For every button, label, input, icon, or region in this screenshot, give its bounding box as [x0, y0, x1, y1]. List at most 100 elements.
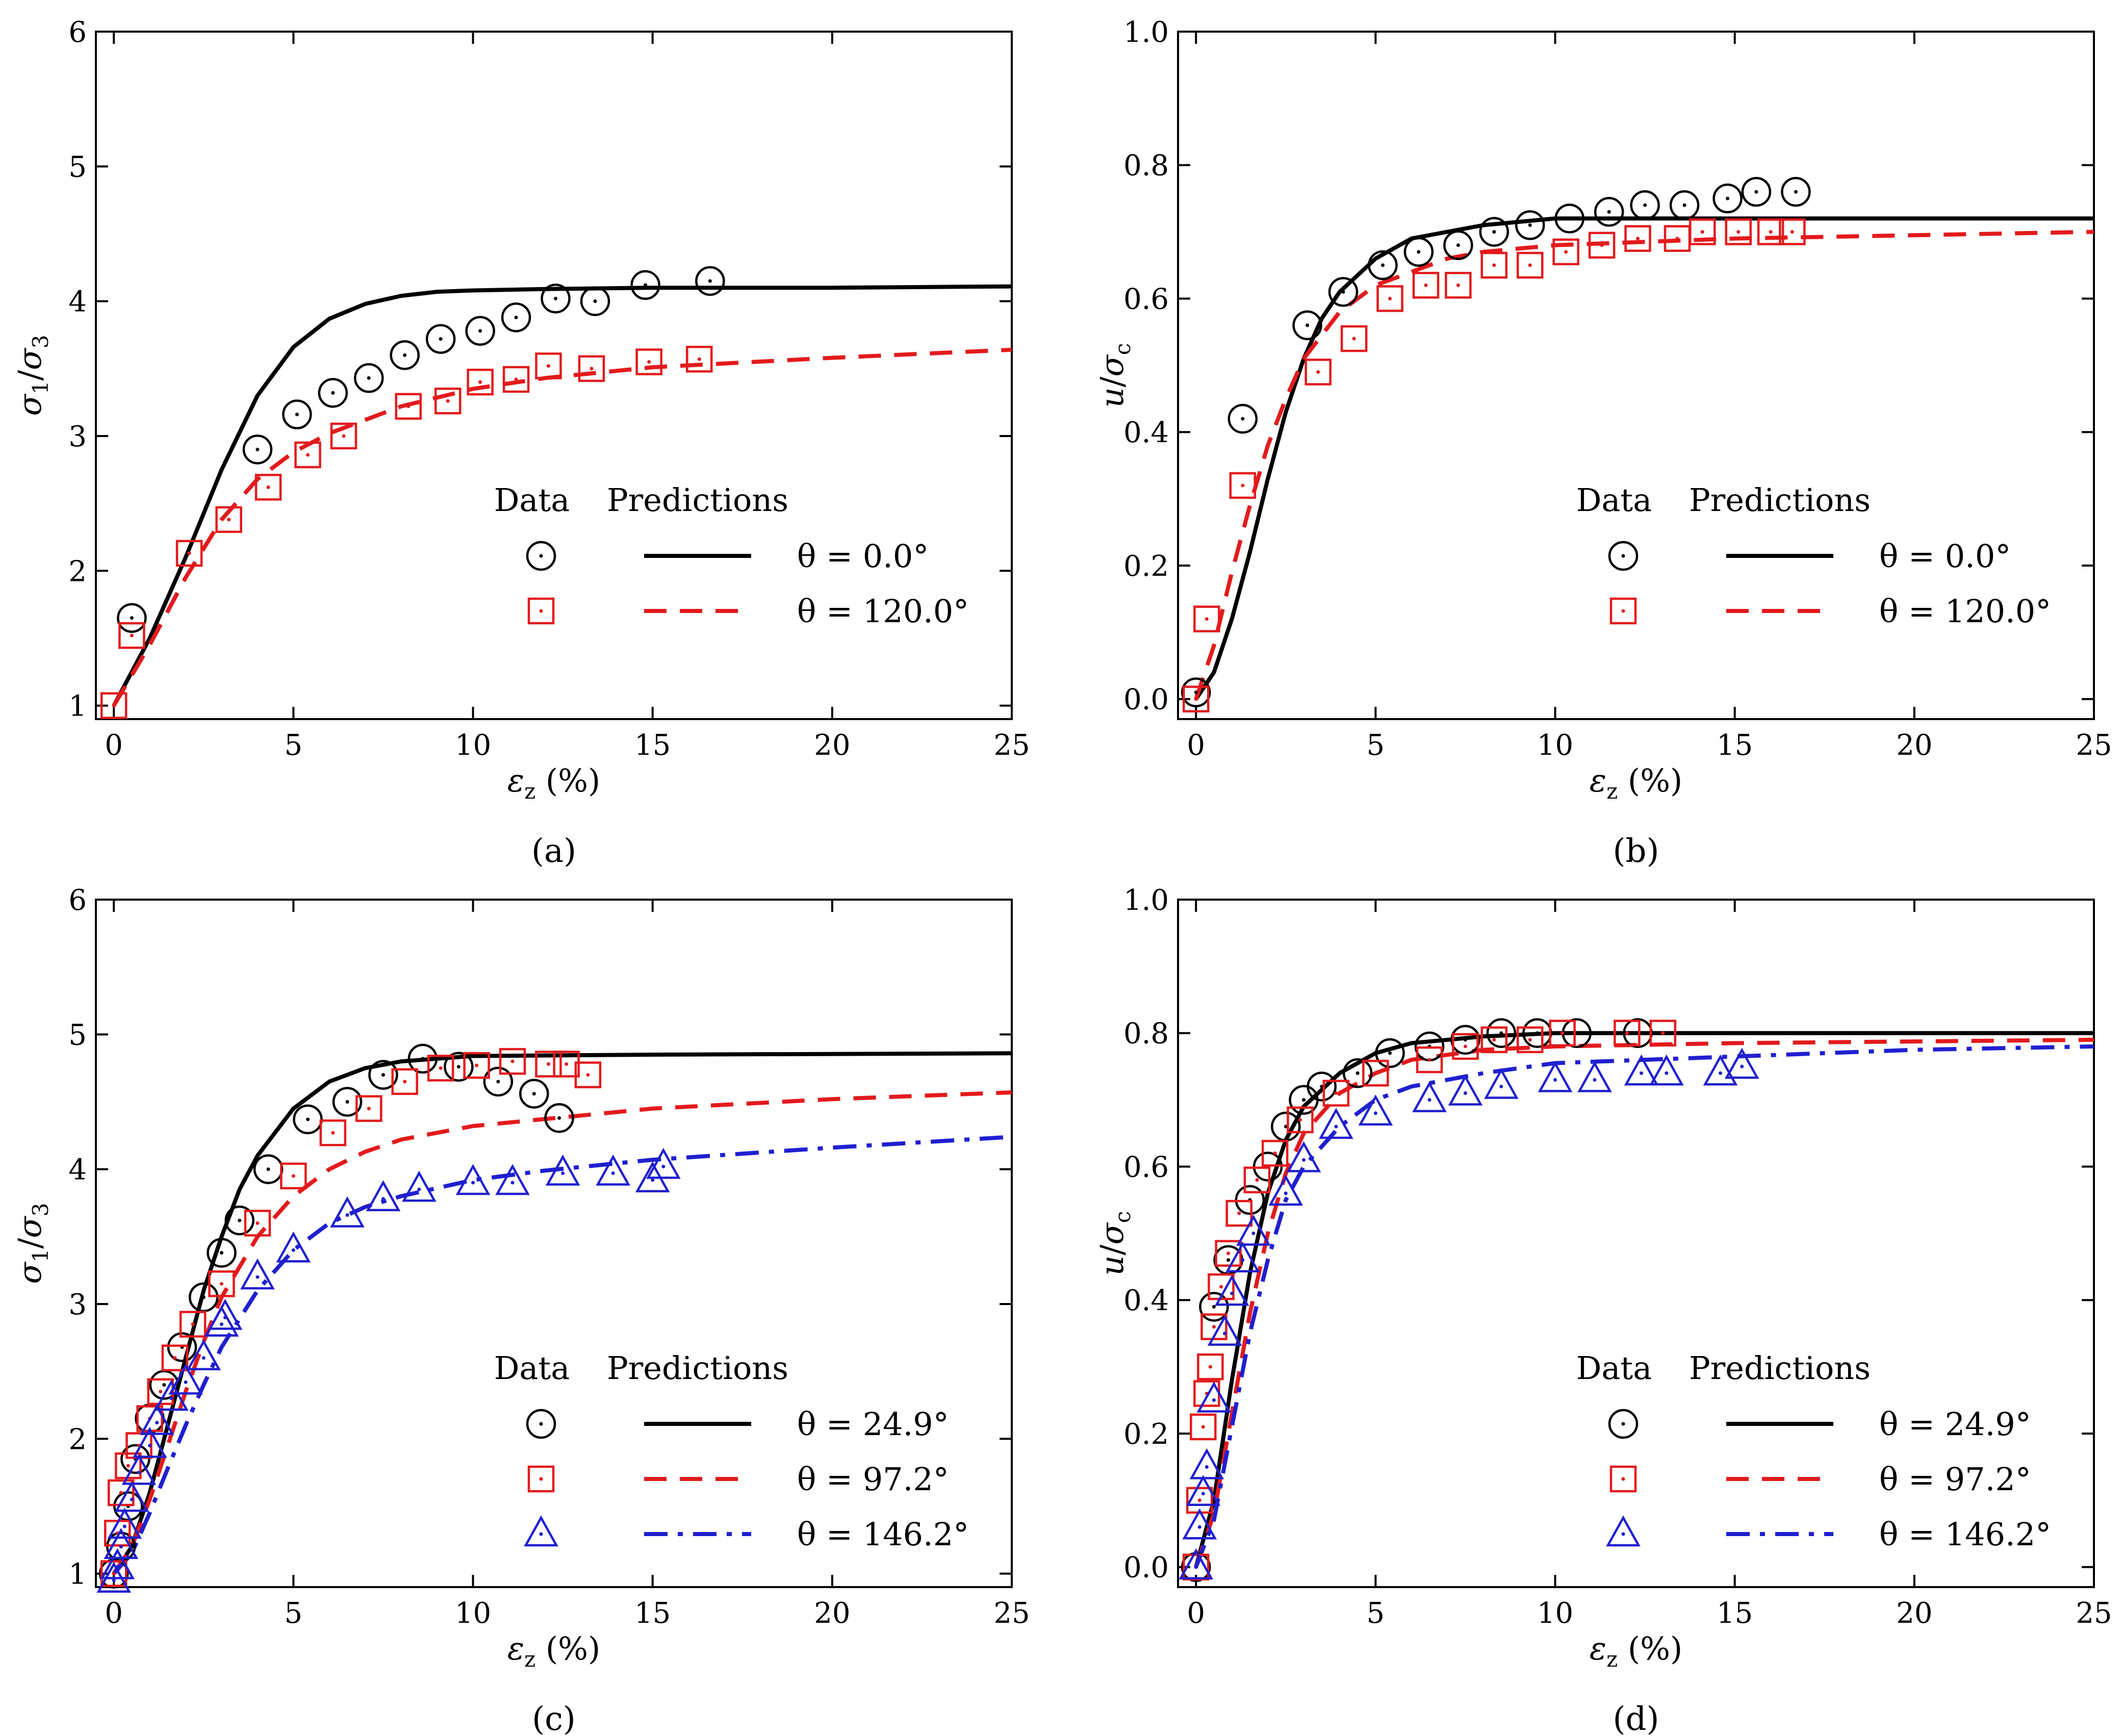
prediction-line-2 [1194, 229, 2094, 700]
data-point [434, 387, 462, 415]
x-tick-label: 25 [2076, 729, 2112, 762]
y-axis-label: u/σc [1093, 343, 1135, 408]
y-tick-label: 1.0 [1123, 884, 1169, 917]
data-point [1480, 1026, 1508, 1054]
data-series-1 [98, 1043, 574, 1589]
x-tick-label: 20 [1896, 729, 1932, 762]
data-point [294, 441, 321, 469]
data-point [115, 1452, 142, 1479]
data-point [1268, 1175, 1303, 1206]
y-tick-label: 2 [68, 555, 87, 588]
legend-header-predictions: Predictions [607, 1349, 788, 1387]
data-point [1286, 1141, 1321, 1172]
data-point [1236, 1214, 1271, 1246]
prediction-line-2 [112, 1090, 1012, 1575]
data-point [580, 286, 610, 316]
data-point [1416, 1046, 1443, 1074]
plot-frame [1177, 31, 2095, 720]
data-point [553, 1051, 580, 1078]
prediction-line-3 [112, 1135, 1012, 1575]
data-point [1412, 1081, 1447, 1112]
y-tick-label: 1 [68, 1558, 87, 1591]
y-axis-label: σ1/σ3 [11, 335, 53, 416]
data-point [630, 270, 660, 300]
panel-caption: (c) [532, 1700, 576, 1736]
data-point [224, 1205, 254, 1236]
y-tick-label: 3 [68, 1288, 87, 1321]
data-point [293, 1104, 323, 1135]
data-point [1552, 238, 1579, 266]
data-point [282, 399, 312, 429]
panel-caption: (a) [531, 832, 576, 870]
data-point [114, 1480, 149, 1512]
data-point [465, 316, 495, 346]
data-point [499, 1048, 526, 1075]
legend-label: θ = 120.0° [1879, 593, 2051, 630]
legend-header-data: Data [1576, 481, 1652, 519]
data-series-2 [100, 346, 713, 719]
data-point [544, 1103, 574, 1133]
legend-header-predictions: Predictions [1689, 481, 1871, 519]
data-point [1630, 190, 1660, 220]
data-point [1515, 210, 1545, 240]
data-point [117, 603, 147, 633]
legend-label: θ = 146.2° [797, 1516, 969, 1553]
legend-header-predictions: Predictions [607, 481, 788, 519]
data-point [332, 1087, 363, 1117]
data-series-1 [117, 266, 725, 633]
data-point [541, 284, 571, 314]
data-point [1181, 677, 1211, 707]
data-point [1342, 1058, 1373, 1088]
plot-frame [1177, 899, 2095, 1588]
panel-caption: (b) [1613, 832, 1659, 870]
data-point [407, 1043, 438, 1074]
data-point [280, 1162, 307, 1190]
data-point [154, 1380, 189, 1411]
data-point [1305, 359, 1332, 386]
data-point [1376, 285, 1403, 312]
data-point [319, 1119, 347, 1146]
data-point [1340, 325, 1368, 352]
data-point [535, 352, 562, 379]
y-tick-label: 0.2 [1123, 1418, 1169, 1451]
data-point [1480, 251, 1508, 279]
data-point [425, 324, 456, 354]
legend-label: θ = 120.0° [797, 593, 969, 630]
data-point [1190, 1413, 1217, 1441]
legend-label: θ = 0.0° [797, 538, 929, 575]
data-point [244, 1210, 271, 1237]
x-axis-label: εz (%) [1590, 762, 1682, 804]
x-tick-label: 0 [105, 729, 123, 762]
data-point [107, 1508, 142, 1539]
y-tick-label: 0.6 [1123, 283, 1169, 316]
y-tick-label: 4 [68, 286, 87, 319]
x-axis-label: εz (%) [1590, 1630, 1682, 1672]
data-point [100, 1560, 127, 1587]
legend-header-predictions: Predictions [1689, 1349, 1871, 1387]
panel-d: 0 5 10 15 20 25 0.0 0.2 0.4 0.6 0.8 1.0 εz (%) u/σc Da… [1093, 884, 2112, 1736]
legend-label: θ = 24.9° [797, 1406, 949, 1443]
y-tick-label: 0.8 [1123, 1017, 1169, 1051]
data-point [501, 302, 531, 333]
data-series-2 [100, 1048, 602, 1587]
data-point [402, 1170, 437, 1202]
data-point [1328, 277, 1359, 307]
data-point [1624, 1054, 1659, 1086]
data-point [391, 1068, 418, 1095]
x-tick-label: 15 [634, 729, 671, 762]
data-point [1186, 1475, 1221, 1507]
panel-b: 0 5 10 15 20 25 0.0 0.2 0.4 0.6 0.8 1.0 εz (%) u/σc Da… [1093, 16, 2112, 870]
data-point [318, 378, 348, 408]
data-point [1225, 1199, 1252, 1227]
data-point [1724, 1048, 1759, 1079]
data-point [1189, 1448, 1224, 1479]
data-point [1200, 1313, 1227, 1340]
data-point [186, 1339, 221, 1370]
y-axis-label: u/σc [1093, 1211, 1135, 1276]
data-point [330, 1196, 365, 1228]
data-point [1443, 230, 1473, 261]
y-tick-label: 0.0 [1123, 683, 1169, 717]
y-tick-label: 5 [68, 150, 87, 184]
